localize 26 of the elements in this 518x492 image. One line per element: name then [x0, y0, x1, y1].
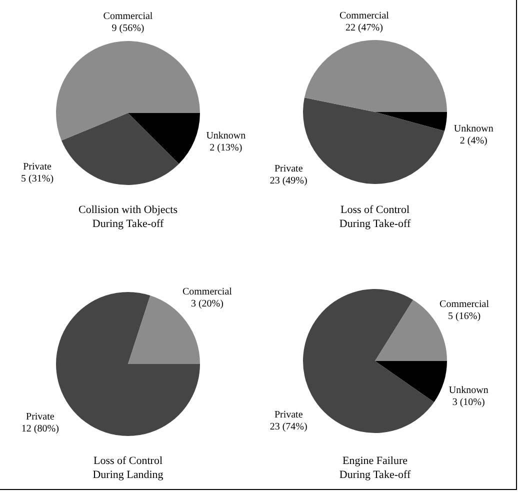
slice-label: Unknown [454, 124, 494, 135]
slice-label: Commercial [182, 286, 232, 298]
data-label: 2 (4%) [460, 136, 488, 147]
text: Engine Failure During Take-off [339, 454, 411, 481]
text: Loss of Control During Landing [92, 454, 164, 481]
slice-label: Commercial [103, 10, 153, 22]
slice-label: Private [26, 412, 55, 423]
slice-label: Private [23, 161, 52, 172]
slice-label: Unknown [206, 130, 246, 142]
data-label: 12 (80%) [21, 424, 59, 435]
data-label: 2 (13%) [210, 142, 242, 154]
data-label: 3 (10%) [452, 396, 485, 408]
slice-label: Private [274, 409, 304, 420]
data-label: 23 (49%) [270, 175, 308, 186]
text: Collision with Objects During Take-off [78, 204, 178, 230]
text: Loss of Control During Take-off [339, 204, 411, 230]
data-label: 3 (20%) [190, 298, 224, 310]
data-label: 5 (31%) [21, 173, 54, 184]
slice-label: Commercial [440, 299, 490, 310]
slice-label: Commercial [339, 10, 390, 22]
data-label: 9 (56%) [112, 22, 144, 34]
data-label: 5 (16%) [448, 311, 481, 322]
data-label: 22 (47%) [345, 22, 383, 34]
data-label: 23 (74%) [270, 421, 308, 432]
slice-label: Private [274, 163, 304, 174]
slice-label: Unknown [448, 384, 488, 396]
